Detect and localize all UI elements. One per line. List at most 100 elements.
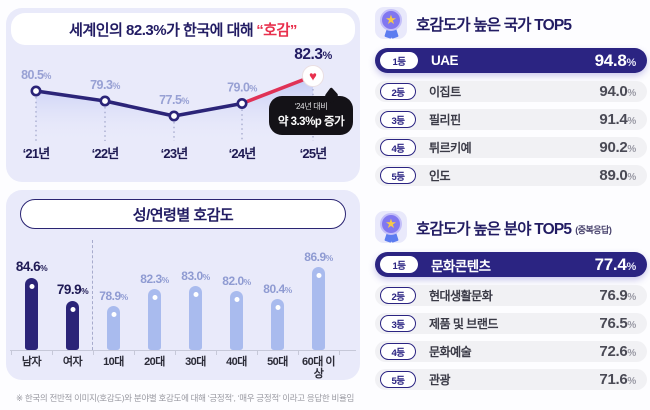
- top5-fields-title: 호감도가 높은 분야 TOP5: [416, 221, 572, 238]
- rank-label: 현대생활문화: [429, 289, 493, 303]
- trend-line-chart: ♥ 80.5% 79.3% 77.5% 79.0% 82.3% ‘21년 ‘22년 ‘23년 ‘2…: [6, 46, 360, 182]
- bar-category-label: 60대 이상: [301, 356, 336, 381]
- rank-value: 90.2%: [599, 139, 636, 156]
- top5-fields-list: 1등 문화콘텐츠 77.4% 2등 현대생활문화 76.9% 3등 제품 및 브랜드 76.5%…: [375, 252, 647, 397]
- callout-compare-text: ‘24년 대비: [294, 102, 328, 111]
- rank-badge: 3등: [380, 111, 416, 128]
- value-label: 79.0%: [227, 81, 257, 95]
- rank-label: 필리핀: [429, 113, 461, 127]
- rank-label: 문화예술: [429, 345, 472, 359]
- top5-fields-header: ★ 호감도가 높은 분야 TOP5 (중복응답): [375, 208, 647, 248]
- bar-dot: [193, 291, 198, 297]
- x-axis-label: ‘23년: [161, 146, 188, 161]
- bar-dot: [111, 312, 116, 318]
- value-label: 80.5%: [21, 68, 51, 82]
- bar: [148, 289, 161, 350]
- rank-row: 3등 제품 및 브랜드 76.5%: [375, 313, 647, 334]
- rank-label: 제품 및 브랜드: [429, 317, 498, 331]
- value-label: 77.5%: [159, 93, 189, 107]
- rank-value: 94.8%: [594, 50, 637, 70]
- axis-tick: [339, 350, 340, 355]
- trend-line-svg: ♥ 80.5% 79.3% 77.5% 79.0% 82.3% ‘21년 ‘22년 ‘23년 ‘2…: [21, 46, 333, 161]
- rank-badge: 3등: [380, 315, 416, 332]
- axis-tick: [298, 350, 299, 355]
- rank-row: 3등 필리핀 91.4%: [375, 109, 647, 130]
- axis-tick: [93, 350, 94, 355]
- bar-value-label: 82.3%: [140, 272, 169, 287]
- rank-badge: 1등: [380, 256, 418, 273]
- area-fill: [36, 76, 313, 141]
- bar-category-label: 30대: [185, 356, 206, 368]
- axis-tick: [134, 350, 135, 355]
- increase-callout: ‘24년 대비 약 3.3%p 증가: [269, 96, 353, 135]
- x-axis-label: ‘22년: [92, 146, 119, 161]
- bar-value-label: 79.9%: [56, 282, 89, 298]
- bar-category-label: 40대: [226, 356, 247, 368]
- rank-row: 5등 관광 71.6%: [375, 369, 647, 390]
- bar-category-label: 20대: [144, 356, 165, 368]
- rank-value: 76.5%: [599, 315, 636, 332]
- trend-line-highlight: [240, 74, 315, 106]
- rank-label: 튀르키예: [429, 141, 472, 155]
- bar: [66, 301, 79, 350]
- x-axis-label: ‘21년: [23, 146, 50, 161]
- bar: [25, 278, 38, 350]
- trend-chart-card: 세계인의 82.3%가 한국에 대해 “호감” ♥ 80.5% 79.3% 77.5%…: [6, 8, 360, 182]
- axis-tick: [257, 350, 258, 355]
- value-label: 82.3%: [294, 48, 332, 63]
- top5-countries-section: ★ 호감도가 높은 국가 TOP5 1등 UAE 94.8% 2등 이집트 94.0% 3등…: [375, 4, 647, 200]
- bar-category-label: 50대: [267, 356, 288, 368]
- bar-chart-title: 성/연령별 호감도: [20, 199, 346, 229]
- rank-value: 89.0%: [599, 167, 636, 184]
- top5-countries-header: ★ 호감도가 높은 국가 TOP5: [375, 4, 647, 44]
- footnote: ※ 한국의 전반적 이미지(호감도)와 분야별 호감도에 대해 ‘긍정적’, ‘…: [16, 393, 355, 403]
- rank-value: 94.0%: [599, 83, 636, 100]
- rank-row: 1등 UAE 94.8%: [375, 48, 647, 73]
- rank-badge: 4등: [380, 343, 416, 360]
- data-point-marker: [168, 110, 180, 122]
- rank-badge: 2등: [380, 287, 416, 304]
- top5-fields-section: ★ 호감도가 높은 분야 TOP5 (중복응답) 1등 문화콘텐츠 77.4% 2등 현…: [375, 208, 647, 404]
- bar-dot: [70, 307, 75, 313]
- bar-value-label: 78.9%: [99, 289, 128, 304]
- trend-chart-title: 세계인의 82.3%가 한국에 대해 “호감”: [11, 13, 355, 45]
- rank-label: 인도: [429, 169, 451, 183]
- axis-tick: [52, 350, 53, 355]
- trend-title-highlight: “호감”: [256, 21, 297, 39]
- axis-tick: [216, 350, 217, 355]
- medal-icon: ★: [375, 210, 407, 246]
- bar: [107, 306, 120, 350]
- heart-icon: ♥: [309, 69, 317, 84]
- bar: [312, 266, 325, 350]
- x-axis-label: ‘24년: [229, 146, 256, 161]
- rank-badge: 5등: [380, 371, 416, 388]
- gender-age-chart-card: 성/연령별 호감도 84.6% 남자 79.9% 여자 78.9% 10대 82.3% 20대…: [6, 190, 360, 380]
- rank-row: 2등 현대생활문화 76.9%: [375, 285, 647, 306]
- top5-countries-title: 호감도가 높은 국가 TOP5: [416, 17, 572, 34]
- bar: [271, 298, 284, 350]
- bar-dot: [234, 296, 239, 302]
- bar-value-label: 86.9%: [304, 249, 333, 264]
- bar-category-label: 10대: [103, 356, 124, 368]
- data-point-marker: [236, 97, 248, 109]
- rank-value: 72.6%: [599, 343, 636, 360]
- bar: [230, 290, 243, 350]
- top5-countries-list: 1등 UAE 94.8% 2등 이집트 94.0% 3등 필리핀 91.4% 4등 튀르키예 90.2…: [375, 48, 647, 193]
- trend-title-text: 세계인의 82.3%가 한국에 대해: [69, 21, 254, 39]
- bar-category-label: 남자: [21, 356, 42, 368]
- rank-label: 이집트: [429, 85, 461, 99]
- trend-line-main: [35, 89, 243, 118]
- rank-badge: 5등: [380, 167, 416, 184]
- rank-row: 2등 이집트 94.0%: [375, 81, 647, 102]
- bar-dot: [275, 304, 280, 310]
- rank-row: 4등 튀르키예 90.2%: [375, 137, 647, 158]
- rank-value: 77.4%: [594, 254, 637, 274]
- rank-label: 문화콘텐츠: [431, 258, 491, 274]
- rank-badge: 4등: [380, 139, 416, 156]
- heart-marker: [302, 65, 324, 87]
- bar-dot: [316, 272, 321, 278]
- rank-row: 1등 문화콘텐츠 77.4%: [375, 252, 647, 277]
- rank-badge: 1등: [380, 52, 418, 69]
- rank-row: 5등 인도 89.0%: [375, 165, 647, 186]
